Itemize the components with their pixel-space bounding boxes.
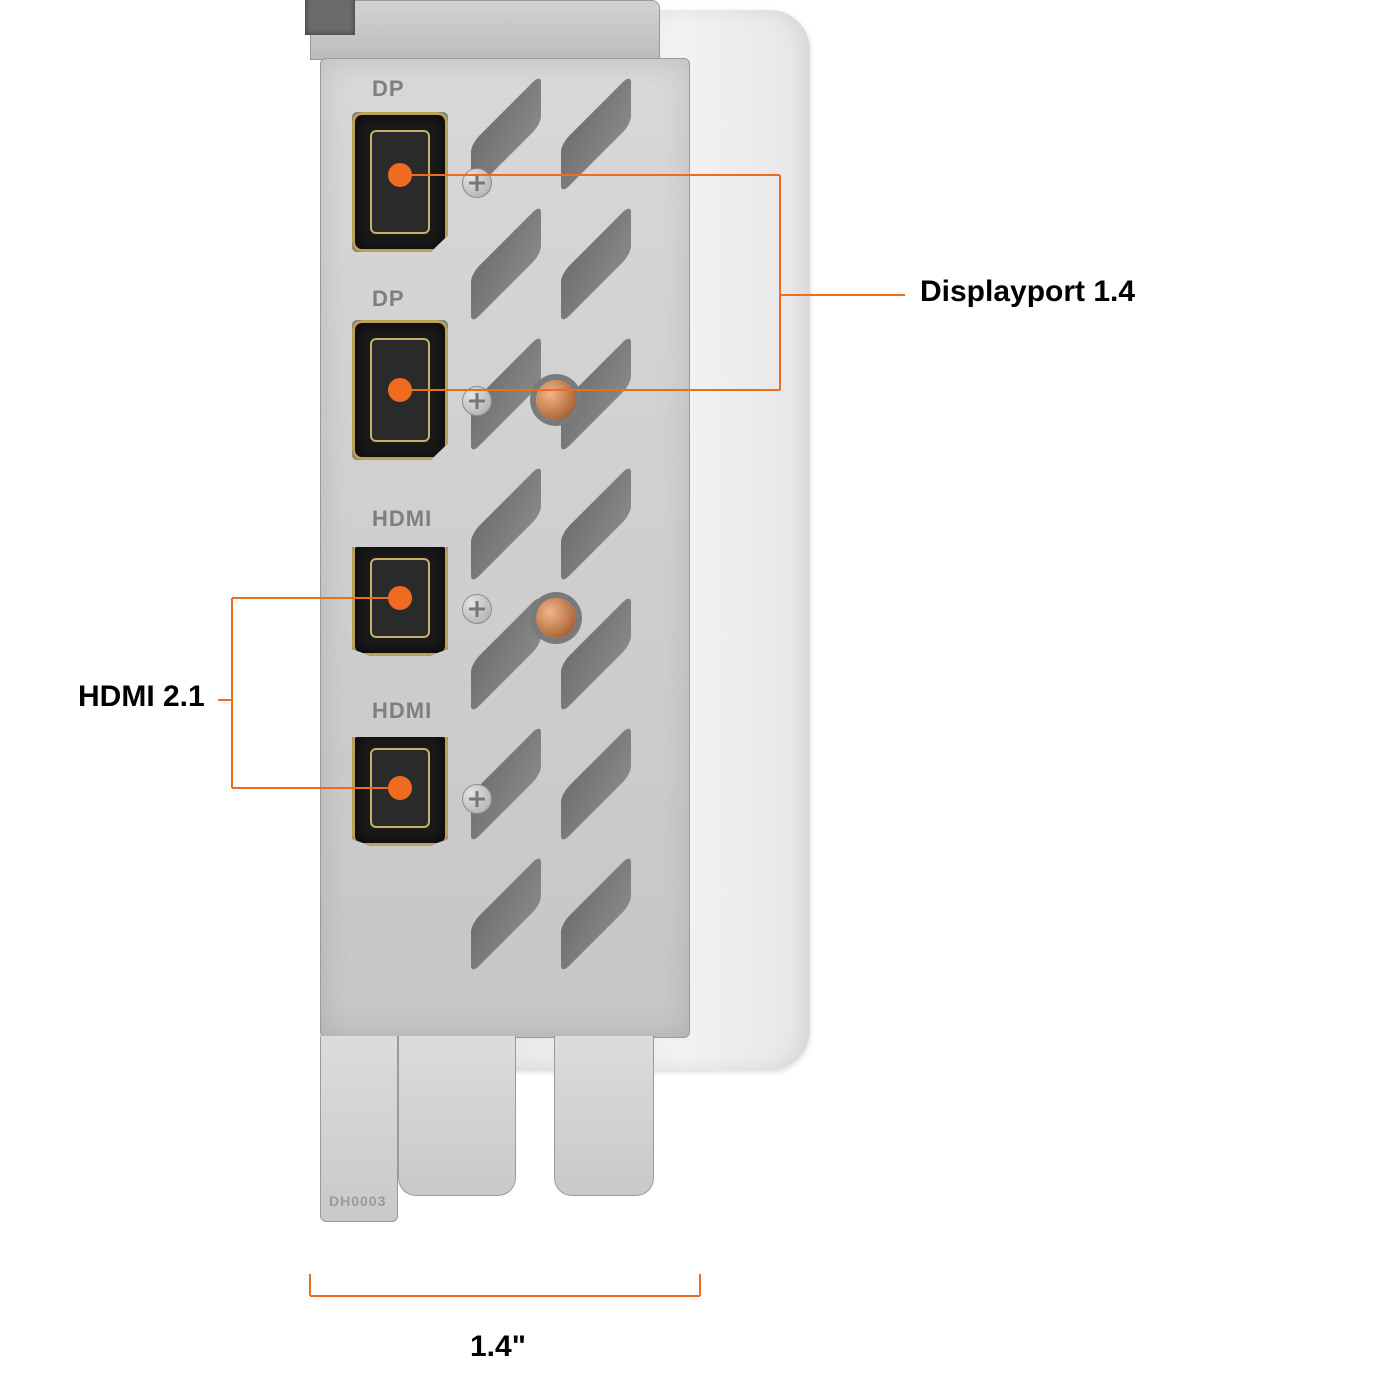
callout-dot-dp2	[388, 378, 412, 402]
port-etched-label-hdmi2: HDMI	[372, 698, 432, 724]
heatpipe-hint	[536, 380, 576, 420]
callout-dot-dp1	[388, 163, 412, 187]
screw	[462, 168, 492, 198]
callout-dot-hdmi1	[388, 586, 412, 610]
callout-label-displayport: Displayport 1.4	[920, 275, 1135, 309]
bracket-tab	[398, 1036, 516, 1196]
bracket-top-flange	[310, 0, 660, 60]
callout-label-hdmi: HDMI 2.1	[78, 680, 205, 714]
callout-label-width: 1.4"	[470, 1330, 526, 1364]
screw	[462, 386, 492, 416]
vent-slots-group	[471, 89, 671, 1009]
port-etched-label-dp1: DP	[372, 76, 405, 102]
diagram-stage: DP DP HDMI HDMI DH0003 Displayport 1.4 H…	[0, 0, 1399, 1384]
screw	[462, 784, 492, 814]
bracket-tab: DH0003	[320, 1036, 398, 1222]
port-etched-label-dp2: DP	[372, 286, 405, 312]
port-etched-label-hdmi1: HDMI	[372, 506, 432, 532]
screw	[462, 594, 492, 624]
bracket-part-number: DH0003	[329, 1193, 386, 1209]
callout-dot-hdmi2	[388, 776, 412, 800]
heatpipe-hint	[536, 598, 576, 638]
